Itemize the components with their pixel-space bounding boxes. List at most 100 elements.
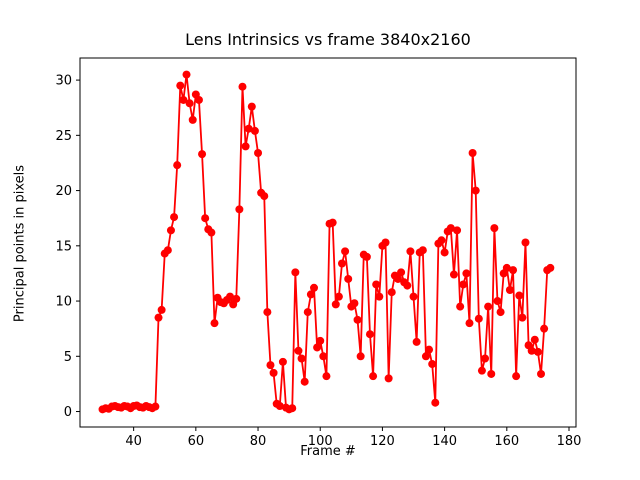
data-point-marker	[163, 246, 172, 255]
data-point-marker	[437, 236, 446, 245]
x-tick-label: 40	[125, 434, 142, 449]
data-point-marker	[166, 226, 175, 235]
data-point-marker	[306, 290, 315, 299]
data-point-marker	[505, 286, 514, 295]
data-point-marker	[362, 252, 371, 261]
data-point-marker	[288, 404, 297, 413]
data-point-marker	[291, 268, 300, 277]
y-tick-label: 15	[55, 239, 72, 254]
data-point-marker	[456, 302, 465, 311]
x-tick-label: 60	[188, 434, 205, 449]
data-point-marker	[185, 99, 194, 108]
data-point-marker	[294, 346, 303, 355]
data-point-marker	[540, 324, 549, 333]
data-point-marker	[182, 70, 191, 79]
data-point-marker	[403, 281, 412, 290]
data-point-marker	[477, 366, 486, 375]
data-point-marker	[194, 95, 203, 104]
y-tick-label: 0	[64, 405, 72, 420]
data-point-marker	[244, 124, 253, 133]
data-point-marker	[157, 305, 166, 314]
data-point-marker	[446, 224, 455, 233]
data-point-marker	[409, 292, 418, 301]
y-tick-label: 20	[55, 184, 72, 199]
data-point-marker	[241, 142, 250, 151]
data-point-marker	[173, 161, 182, 170]
data-point-marker	[235, 205, 244, 214]
data-point-marker	[207, 228, 216, 237]
data-point-marker	[176, 81, 185, 90]
y-tick-label: 10	[55, 295, 72, 310]
data-point-marker	[313, 343, 322, 352]
data-point-marker	[490, 224, 499, 233]
data-point-marker	[300, 377, 309, 386]
data-point-marker	[356, 352, 365, 361]
data-point-marker	[151, 402, 160, 411]
data-point-marker	[154, 313, 163, 322]
axes-frame	[79, 57, 577, 428]
x-axis-label: Frame #	[300, 444, 356, 459]
data-point-marker	[247, 102, 256, 111]
data-point-marker	[387, 288, 396, 297]
data-point-marker	[412, 337, 421, 346]
data-point-marker	[344, 274, 353, 283]
x-tick-label: 180	[557, 434, 582, 449]
data-point-marker	[471, 186, 480, 195]
data-point-marker	[425, 345, 434, 354]
data-point-marker	[428, 360, 437, 369]
data-point-marker	[331, 300, 340, 309]
data-point-marker	[502, 263, 511, 272]
data-point-marker	[210, 319, 219, 328]
data-point-marker	[179, 95, 188, 104]
data-point-marker	[431, 398, 440, 407]
data-point-marker	[269, 368, 278, 377]
data-point-marker	[512, 372, 521, 381]
data-point-marker	[393, 274, 402, 283]
y-tick-label: 5	[64, 350, 72, 365]
data-point-marker	[322, 372, 331, 381]
data-point-marker	[449, 270, 458, 279]
data-point-marker	[397, 268, 406, 277]
data-point-marker	[254, 149, 263, 158]
x-tick-label: 100	[308, 434, 333, 449]
data-point-marker	[170, 213, 179, 222]
data-point-marker	[533, 347, 542, 356]
data-point-marker	[484, 302, 493, 311]
data-point-marker	[496, 308, 505, 317]
data-point-marker	[201, 214, 210, 223]
data-point-marker	[275, 402, 284, 411]
data-point-marker	[266, 361, 275, 370]
data-point-marker	[462, 269, 471, 278]
data-point-marker	[372, 280, 381, 289]
data-point-marker	[198, 150, 207, 159]
data-point-marker	[493, 297, 502, 306]
y-tick-label: 25	[55, 129, 72, 144]
data-point-marker	[474, 314, 483, 323]
data-point-marker	[530, 335, 539, 344]
x-tick-label: 80	[250, 434, 267, 449]
data-point-marker	[481, 354, 490, 363]
data-point-marker	[188, 115, 197, 124]
data-point-marker	[278, 357, 287, 366]
data-point-marker	[334, 292, 343, 301]
data-point-marker	[365, 330, 374, 339]
data-point-marker	[232, 294, 241, 303]
data-point-marker	[459, 280, 468, 289]
data-point-marker	[303, 308, 312, 317]
x-tick-label: 160	[494, 434, 519, 449]
data-point-marker	[369, 372, 378, 381]
data-point-marker	[328, 218, 337, 227]
data-point-marker	[440, 248, 449, 257]
data-point-marker	[353, 315, 362, 324]
data-point-marker	[465, 319, 474, 328]
data-point-marker	[297, 354, 306, 363]
data-point-marker	[527, 346, 536, 355]
data-point-marker	[509, 266, 518, 275]
x-tick-label: 140	[432, 434, 457, 449]
data-point-marker	[238, 82, 247, 91]
data-point-marker	[260, 192, 269, 201]
data-point-marker	[381, 238, 390, 247]
data-point-marker	[518, 313, 527, 322]
data-point-marker	[337, 259, 346, 268]
